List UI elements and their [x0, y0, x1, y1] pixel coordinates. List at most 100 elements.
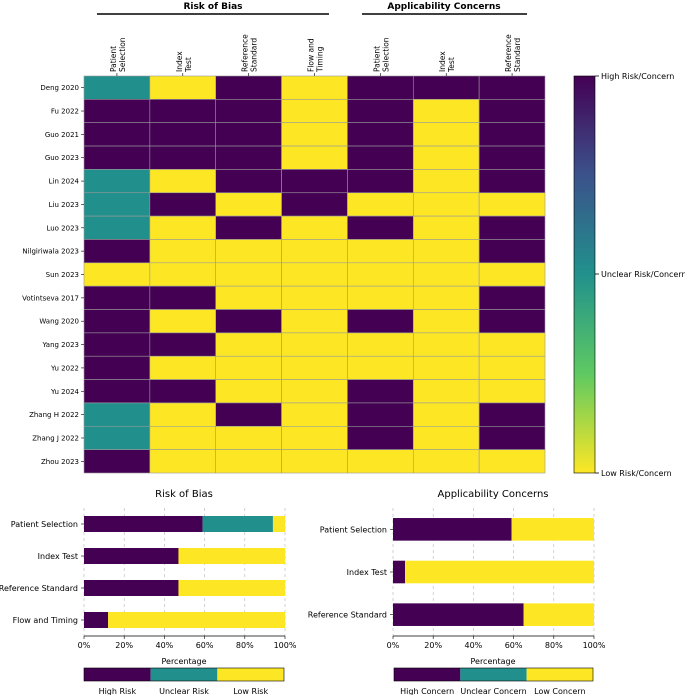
legend-swatch: [150, 668, 218, 681]
heatmap-cell: [478, 402, 546, 427]
heatmap-cell: [215, 122, 282, 147]
heatmap-cell: [83, 99, 151, 124]
bar-segment: [511, 518, 594, 541]
rob-legend: High Risk Unclear Risk Low Risk: [83, 667, 285, 695]
heatmap-cell: [347, 215, 414, 240]
legend-frame: [83, 667, 285, 682]
legend-label: Low Risk: [233, 687, 268, 695]
bar-category-label: Index Test: [347, 568, 387, 577]
heatmap-column-labels: PatientSelection IndexTest ReferenceStanda…: [109, 34, 522, 76]
heatmap-cell: [149, 169, 217, 194]
heatmap-cell: [149, 192, 217, 217]
heatmap-cell: [478, 169, 546, 194]
legend-swatch: [84, 668, 151, 681]
heatmap-row-label: Liu 2023: [49, 201, 79, 209]
x-tick-label: 80%: [236, 641, 254, 650]
heatmap-cell: [412, 355, 480, 380]
heatmap: [83, 75, 546, 474]
heatmap-cell: [83, 332, 151, 357]
colorbar-label-unclear: Unclear Risk/Concern: [601, 270, 685, 279]
legend-label: Unclear Concern: [460, 687, 526, 695]
heatmap-cell: [347, 449, 414, 474]
heatmap-cell: [149, 215, 217, 240]
heatmap-cell: [83, 425, 151, 450]
ac-bar-chart: Patient Selection Index Test Reference Sta…: [308, 508, 606, 650]
heatmap-column-label: ReferenceStandard: [504, 34, 522, 72]
heatmap-cell: [478, 192, 546, 217]
heatmap-row-label: Guo 2021: [45, 131, 79, 139]
heatmap-cell: [412, 99, 480, 124]
heatmap-cell: [83, 145, 151, 170]
heatmap-row-label: Deng 2020: [40, 84, 79, 92]
heatmap-row-label: Sun 2023: [46, 271, 79, 279]
heatmap-row-label: Fu 2022: [51, 108, 79, 116]
heatmap-cell: [83, 192, 151, 217]
rob-bar-xlabel: Percentage: [161, 657, 206, 666]
bar-segment: [84, 516, 203, 532]
bar-segment: [84, 612, 109, 628]
heatmap-cell: [412, 449, 480, 474]
rob-bar-title: Risk of Bias: [155, 489, 213, 500]
heatmap-cell: [281, 192, 348, 217]
heatmap-cell: [149, 285, 217, 310]
heatmap-cell: [412, 285, 480, 310]
heatmap-column-label: IndexTest: [175, 51, 193, 73]
heatmap-row-label: Yu 2024: [50, 388, 79, 396]
legend-label: High Concern: [400, 687, 454, 695]
heatmap-cell: [347, 122, 414, 147]
heatmap-cell: [412, 402, 480, 427]
heatmap-cell: [412, 169, 480, 194]
heatmap-cell: [281, 215, 348, 240]
heatmap-cell: [149, 239, 217, 264]
heatmap-cell: [478, 379, 546, 404]
heatmap-cell: [215, 99, 282, 124]
heatmap-cell: [478, 309, 546, 334]
heatmap-cell: [83, 215, 151, 240]
heatmap-cell: [83, 402, 151, 427]
heatmap-cell: [83, 75, 151, 100]
heatmap-cell: [215, 285, 282, 310]
bar-segment: [84, 548, 179, 564]
heatmap-cell: [281, 262, 348, 287]
heatmap-cell: [478, 332, 546, 357]
heatmap-cell: [281, 122, 348, 147]
legend-swatch: [526, 668, 593, 681]
heatmap-cell: [478, 75, 546, 100]
bar-segment: [393, 603, 524, 626]
heatmap-column-label: IndexTest: [438, 51, 456, 73]
x-tick-label: 0%: [387, 641, 400, 650]
heatmap-row-label: Wang 2020: [39, 318, 79, 326]
heatmap-cell: [83, 449, 151, 474]
heatmap-cell: [347, 145, 414, 170]
x-tick-label: 60%: [505, 641, 523, 650]
heatmap-column-label: ReferenceStandard: [241, 34, 259, 72]
heatmap-cell: [412, 425, 480, 450]
heatmap-cell: [149, 355, 217, 380]
heatmap-cell: [347, 355, 414, 380]
heatmap-cell: [347, 309, 414, 334]
heatmap-cell: [83, 262, 151, 287]
heatmap-cell: [478, 449, 546, 474]
heatmap-cell: [281, 99, 348, 124]
heatmap-cell: [412, 145, 480, 170]
x-tick-label: 100%: [583, 641, 606, 650]
heatmap-cell: [478, 145, 546, 170]
bar-category-label: Reference Standard: [0, 584, 78, 593]
heatmap-cell: [347, 402, 414, 427]
heatmap-cell: [347, 332, 414, 357]
ac-legend: High Concern Unclear Concern Low Concern: [393, 667, 594, 695]
heatmap-cell: [281, 355, 348, 380]
heatmap-cell: [412, 75, 480, 100]
heatmap-cell: [478, 262, 546, 287]
heatmap-cell: [478, 285, 546, 310]
ac-bar-title: Applicability Concerns: [438, 489, 549, 500]
heatmap-cell: [412, 239, 480, 264]
bar-category-label: Patient Selection: [320, 525, 387, 534]
colorbar: [573, 75, 596, 474]
x-tick-label: 40%: [465, 641, 483, 650]
heatmap-cell: [281, 425, 348, 450]
bar-segment: [178, 580, 285, 596]
bar-segment: [523, 603, 594, 626]
x-tick-label: 0%: [78, 641, 91, 650]
